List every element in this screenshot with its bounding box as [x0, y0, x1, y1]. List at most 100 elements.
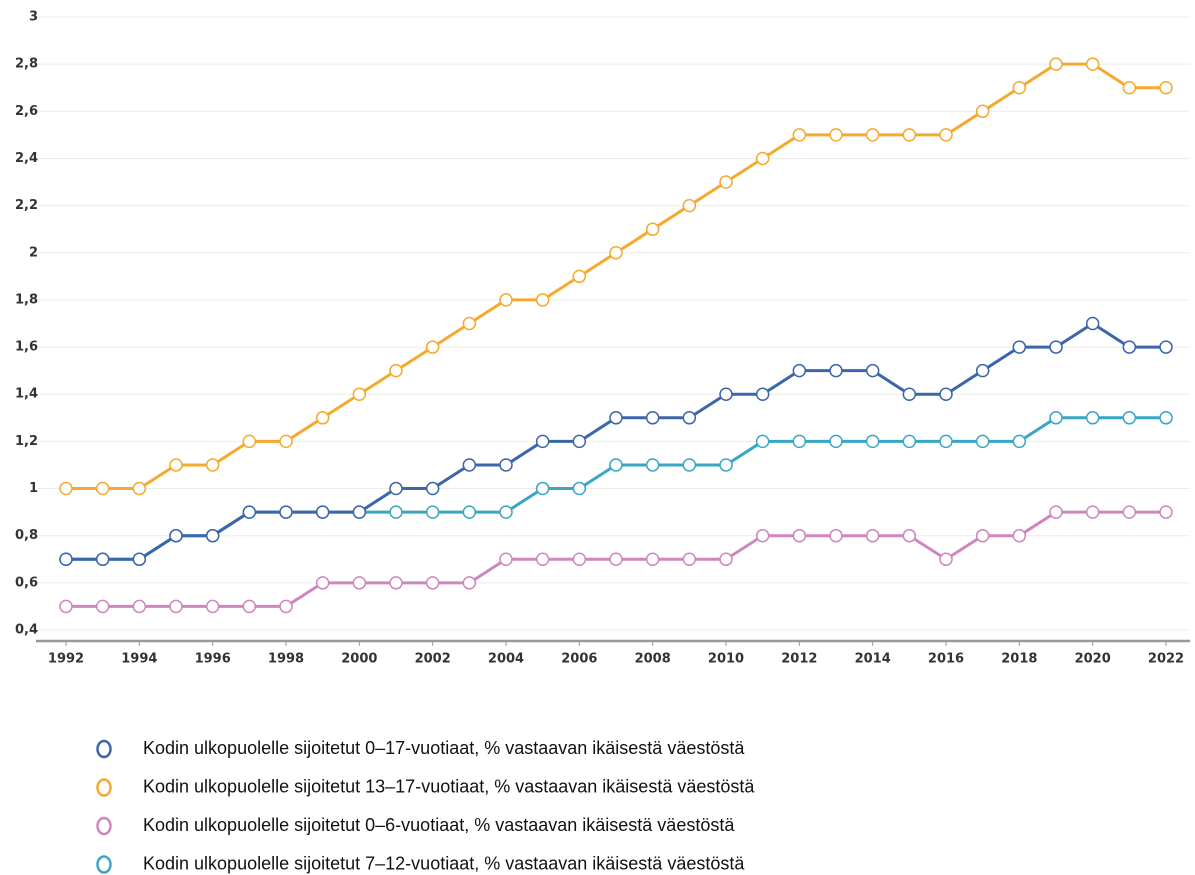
data-point [865, 363, 880, 378]
data-point [902, 528, 917, 543]
data-point [1012, 528, 1027, 543]
data-point [975, 363, 990, 378]
data-point [499, 293, 513, 307]
data-point [95, 552, 110, 567]
data-point [132, 552, 147, 567]
data-point [499, 458, 513, 472]
data-point [902, 128, 917, 142]
x-tick-label: 2012 [781, 652, 817, 667]
data-point [572, 481, 587, 496]
data-point [389, 363, 403, 378]
data-point [169, 599, 183, 614]
data-point [1159, 505, 1173, 519]
legend-label: Kodin ulkopuolelle sijoitetut 7–12-vuoti… [143, 853, 745, 873]
data-point [352, 576, 367, 590]
data-point [609, 411, 623, 425]
data-point [902, 434, 917, 449]
series-line [66, 62, 1166, 491]
x-tick-label: 1992 [48, 652, 84, 667]
x-tick-label: 2016 [928, 652, 964, 667]
data-point [755, 151, 770, 166]
data-point [975, 528, 990, 543]
y-tick-label: 2 [29, 245, 38, 260]
data-point [1159, 80, 1173, 95]
data-point [975, 104, 990, 119]
data-point [719, 552, 733, 567]
data-point [1049, 340, 1063, 354]
data-point [389, 505, 403, 519]
data-point [792, 528, 807, 543]
data-point [645, 411, 660, 425]
x-tick-label: 1994 [121, 652, 157, 667]
data-point [902, 387, 917, 401]
data-point [132, 599, 147, 614]
data-point [462, 316, 477, 331]
legend-label: Kodin ulkopuolelle sijoitetut 0–6-vuotia… [143, 815, 735, 835]
data-point [1012, 434, 1027, 449]
data-point [1012, 80, 1027, 95]
y-tick-label: 2,4 [15, 151, 38, 166]
data-point [865, 528, 880, 543]
data-point [865, 434, 880, 449]
data-point [1049, 411, 1063, 425]
data-point [939, 434, 953, 449]
data-point [975, 434, 990, 449]
data-point [792, 363, 807, 378]
data-point [95, 599, 110, 614]
data-point [572, 552, 587, 567]
data-point [1159, 340, 1173, 354]
data-point [792, 128, 807, 142]
data-point [719, 175, 733, 189]
data-point [1012, 340, 1027, 354]
data-point [535, 552, 550, 567]
data-point [535, 434, 550, 449]
y-tick-label: 0,6 [15, 575, 38, 590]
y-tick-label: 2,2 [15, 198, 38, 213]
data-point [205, 599, 220, 614]
x-tick-label: 1998 [268, 652, 304, 667]
data-point [645, 222, 660, 236]
data-point [425, 576, 440, 590]
data-point [462, 576, 477, 590]
data-point [279, 505, 293, 519]
data-point [609, 552, 623, 567]
data-point [352, 387, 367, 401]
data-point [425, 505, 440, 519]
data-point [279, 599, 293, 614]
data-point [499, 505, 513, 519]
data-point [682, 411, 697, 425]
y-tick-label: 0,8 [15, 528, 38, 543]
y-tick-label: 1,4 [15, 387, 38, 402]
data-point [535, 481, 550, 496]
data-point [939, 387, 953, 401]
x-tick-label: 2006 [561, 652, 597, 667]
data-point [205, 458, 220, 472]
data-point [535, 293, 550, 307]
data-point [755, 434, 770, 449]
legend-marker [96, 778, 112, 797]
y-tick-label: 2,6 [15, 104, 38, 119]
legend-label: Kodin ulkopuolelle sijoitetut 13–17-vuot… [143, 776, 755, 796]
data-point [645, 552, 660, 567]
data-point [169, 458, 183, 472]
data-point [829, 363, 843, 378]
x-tick-label: 1996 [195, 652, 231, 667]
data-point [1085, 57, 1100, 71]
data-point [315, 505, 330, 519]
legend-marker [96, 739, 112, 759]
data-point [1122, 505, 1137, 519]
data-point [352, 505, 367, 519]
data-point [389, 481, 403, 496]
data-point [59, 552, 73, 567]
data-point [1085, 505, 1100, 519]
data-point [1085, 411, 1100, 425]
x-tick-label: 2002 [415, 652, 451, 667]
y-tick-label: 0,4 [15, 623, 38, 638]
data-point [169, 528, 183, 543]
data-point [205, 528, 220, 543]
data-point [1049, 57, 1063, 71]
data-point [719, 458, 733, 472]
data-point [829, 128, 843, 142]
data-point [1122, 340, 1137, 354]
